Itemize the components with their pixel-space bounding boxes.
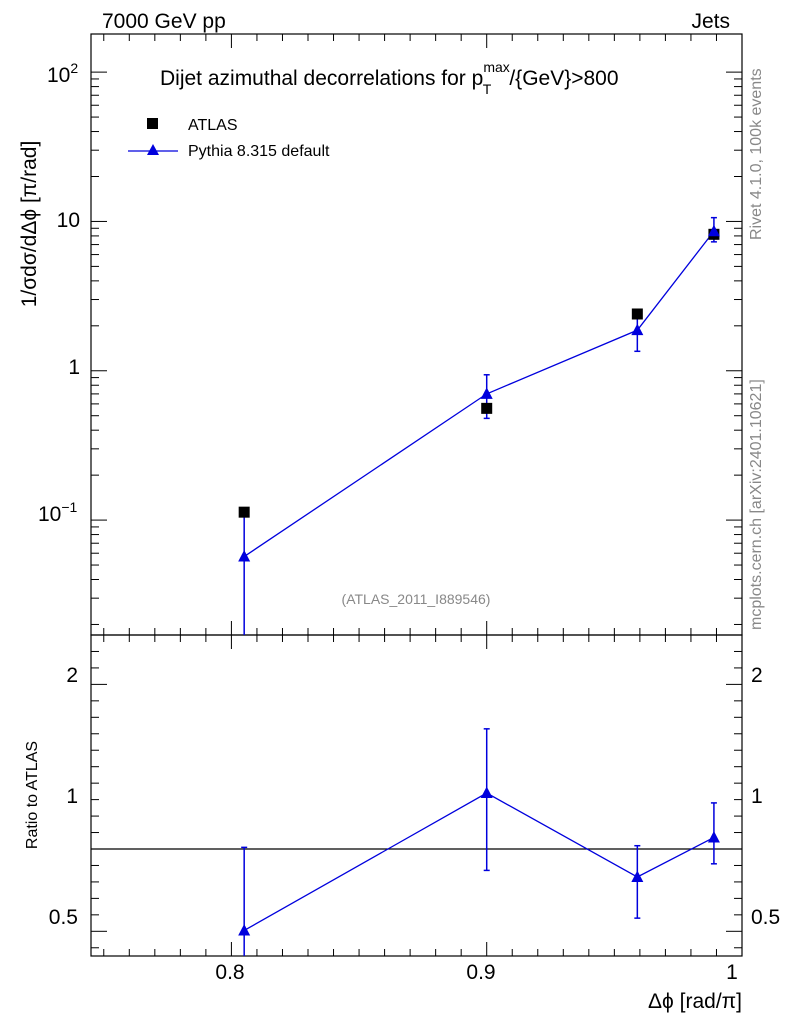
ratio-tick-label-left-2: 2: [66, 664, 78, 687]
legend-mc-marker: [147, 144, 159, 155]
ratio-data-point: [480, 786, 493, 799]
ratio-panel-frame: [90, 634, 743, 957]
header-jets-label: Jets: [691, 10, 730, 33]
mc-data-point: [631, 323, 644, 336]
rivet-version-label: Rivet 4.1.0, 100k events: [748, 68, 765, 240]
mcplots-reference-label: mcplots.cern.ch [arXiv:2401.10621]: [748, 379, 765, 630]
mc-data-point: [238, 550, 251, 562]
ratio-tick-label-left-1: 1: [66, 785, 78, 808]
x-tick-label-1: 1: [726, 961, 738, 984]
mc-series-line: [243, 230, 715, 558]
x-tick-label-0.9: 0.9: [466, 961, 495, 984]
ratio-data-point: [631, 870, 644, 882]
y-tick-label-100: 102: [47, 60, 78, 87]
legend: ATLAS Pythia 8.315 default: [128, 117, 330, 160]
ratio-series-line: [243, 792, 715, 932]
ratio-y-tick-labels-right: 2 1 0.5: [751, 664, 780, 929]
main-panel-ticks: [91, 34, 743, 635]
ratio-tick-label-left-0.5: 0.5: [49, 906, 78, 929]
ratio-panel-ticks: [91, 634, 743, 956]
plot-title: Dijet azimuthal decorrelations for pmax T…: [160, 59, 619, 97]
mc-data-point: [707, 224, 720, 237]
analysis-id-label: (ATLAS_2011_I889546): [342, 591, 491, 607]
atlas-data-point: [631, 308, 643, 320]
y-tick-label-0.1: 10−1: [38, 499, 78, 526]
x-tick-label-0.8: 0.8: [215, 961, 244, 984]
legend-data-label: ATLAS: [188, 117, 238, 134]
ratio-tick-label-right-1: 1: [751, 785, 763, 808]
ratio-y-axis-label: Ratio to ATLAS: [24, 741, 41, 849]
main-y-axis-label: 1/σdσ/dΔϕ [π/rad]: [18, 141, 41, 308]
ratio-y-tick-labels-left: 2 1 0.5: [49, 664, 78, 929]
y-tick-label-10: 10: [57, 209, 80, 232]
ratio-tick-label-right-0.5: 0.5: [751, 906, 780, 929]
mc-data-point: [480, 387, 493, 399]
main-plot-area: [238, 216, 720, 635]
main-y-tick-labels: 102 10 1 10−1: [38, 60, 80, 526]
header-energy-label: 7000 GeV pp: [102, 10, 226, 33]
ratio-tick-label-right-2: 2: [751, 664, 763, 687]
ratio-data-point: [238, 923, 251, 936]
ratio-data-point: [707, 830, 720, 843]
legend-mc-label: Pythia 8.315 default: [188, 143, 330, 160]
x-tick-labels: 0.8 0.9 1: [215, 961, 737, 984]
legend-data-marker: [147, 118, 158, 129]
atlas-data-point: [238, 506, 250, 518]
ratio-plot-area: [91, 728, 742, 956]
x-axis-label: Δϕ [rad/π]: [648, 990, 742, 1013]
atlas-data-point: [481, 402, 493, 414]
y-tick-label-1: 1: [68, 356, 80, 379]
